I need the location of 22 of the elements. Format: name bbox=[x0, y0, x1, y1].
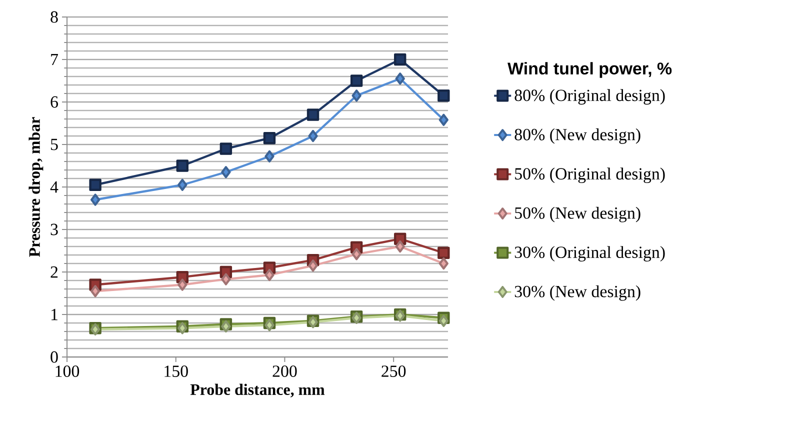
y-tick-label: 8 bbox=[50, 11, 58, 23]
x-tick-label: 250 bbox=[382, 366, 406, 377]
x-axis-title: Probe distance, mm bbox=[190, 384, 325, 398]
legend-label: 80% (New design) bbox=[514, 128, 640, 144]
y-axis-title: Pressure drop, mbar bbox=[28, 117, 44, 257]
y-tick-label: 5 bbox=[50, 138, 58, 150]
x-tick-label: 200 bbox=[272, 366, 297, 377]
x-tick-label: 150 bbox=[164, 366, 188, 377]
y-tick-label: 2 bbox=[50, 266, 58, 278]
legend-title: Wind tunel power, % bbox=[508, 62, 672, 78]
legend-label: 30% (Original design) bbox=[514, 246, 665, 262]
y-tick-label: 7 bbox=[51, 54, 58, 66]
y-tick-label: 1 bbox=[51, 308, 58, 320]
y-tick-label: 3 bbox=[50, 224, 58, 236]
y-tick-label: 4 bbox=[50, 181, 58, 193]
legend-label: 50% (Original design) bbox=[515, 168, 665, 184]
legend-label: 50% (New design) bbox=[515, 206, 640, 222]
y-tick-label: 6 bbox=[50, 96, 58, 108]
legend-label: 30% (New design) bbox=[514, 285, 640, 301]
y-tick-label: 0 bbox=[50, 351, 58, 363]
x-tick-label: 100 bbox=[56, 366, 80, 377]
legend-label: 80% (Original design) bbox=[514, 89, 665, 105]
